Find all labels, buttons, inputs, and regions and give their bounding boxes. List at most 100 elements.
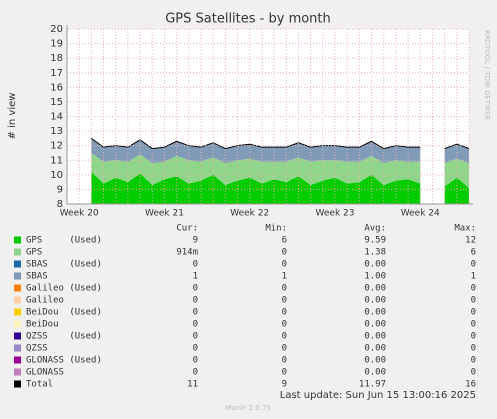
legend-stat: 1 — [471, 272, 476, 282]
legend-stat: 0 — [193, 356, 198, 366]
legend-stat: 0 — [282, 356, 287, 366]
legend-stat: 1 — [282, 272, 287, 282]
legend-stat: 0 — [193, 320, 198, 330]
y-tick-label: 8 — [57, 199, 63, 210]
legend-stat: 11.97 — [359, 380, 386, 390]
legend-swatch — [14, 332, 21, 340]
legend-swatch — [14, 320, 21, 328]
legend-stat: 0.00 — [364, 296, 386, 306]
legend-name: GLONASS — [26, 368, 64, 378]
legend-stat: 12 — [465, 236, 476, 246]
legend-stat: 1.38 — [364, 248, 386, 258]
total-line — [91, 137, 469, 150]
legend-stat: 0.00 — [364, 332, 386, 342]
y-tick-label: 12 — [50, 141, 63, 152]
legend-stat: 0.00 — [364, 356, 386, 366]
legend-name: QZSS (Used) — [26, 332, 102, 342]
legend-stat: 0 — [282, 368, 287, 378]
legend-swatch — [14, 380, 21, 388]
y-tick-label: 11 — [50, 155, 63, 166]
area — [444, 177, 469, 204]
y-tick-label: 19 — [50, 39, 63, 50]
legend-stat: 0 — [193, 284, 198, 294]
side-text: RRDTOOL / TOBI OETIKER — [483, 30, 491, 120]
legend-name: SBAS (Used) — [26, 260, 102, 270]
last-update: Last update: Sun Jun 15 13:00:16 2025 — [280, 390, 476, 401]
legend-stat: 0.00 — [364, 260, 386, 270]
legend-name: BeiDou (Used) — [26, 308, 102, 318]
y-axis-label: # in view — [7, 93, 18, 140]
legend-stat: 0.00 — [364, 368, 386, 378]
legend-stat: 1.00 — [364, 272, 386, 282]
legend-name: GLONASS (Used) — [26, 356, 102, 366]
x-tick-label: Week 20 — [60, 209, 99, 219]
legend-stat: 0 — [282, 344, 287, 354]
legend-swatch — [14, 368, 21, 376]
legend-swatch — [14, 308, 21, 316]
y-tick-label: 9 — [57, 184, 63, 195]
legend-stat: 0 — [471, 356, 476, 366]
legend-name: GPS (Used) — [26, 236, 102, 246]
legend-stat: 9 — [193, 236, 198, 246]
legend-stat: 0 — [193, 296, 198, 306]
legend-header: Avg: — [364, 224, 386, 234]
y-tick-label: 20 — [50, 24, 63, 35]
legend-swatch — [14, 296, 21, 304]
legend-stat: 0 — [282, 284, 287, 294]
legend-stat: 9 — [282, 380, 287, 390]
legend-name: SBAS — [26, 272, 48, 282]
legend-name: Galileo — [26, 296, 64, 306]
legend-swatch — [14, 356, 21, 364]
legend-name: QZSS — [26, 344, 48, 354]
x-tick-label: Week 24 — [401, 209, 440, 219]
x-tick-label: Week 22 — [230, 209, 269, 219]
legend-stat: 0 — [471, 260, 476, 270]
legend-stat: 11 — [187, 380, 198, 390]
legend-swatch — [14, 248, 21, 256]
legend-swatch — [14, 272, 21, 280]
area — [91, 171, 421, 204]
legend-header: Min: — [265, 224, 287, 234]
area — [444, 144, 469, 164]
legend-name: Galileo (Used) — [26, 284, 102, 294]
legend-stat: 0 — [282, 308, 287, 318]
area — [91, 138, 421, 164]
x-tick-label: Week 21 — [145, 209, 184, 219]
legend-stat: 0.00 — [364, 320, 386, 330]
legend-stat: 0 — [471, 368, 476, 378]
legend-stat: 0 — [282, 260, 287, 270]
legend-stat: 0 — [282, 332, 287, 342]
x-tick-label: Week 23 — [316, 209, 355, 219]
plot-layer — [91, 137, 469, 204]
legend-stat: 0.00 — [364, 284, 386, 294]
legend-stat: 0 — [193, 344, 198, 354]
legend-name: BeiDou — [26, 320, 59, 330]
legend-stat: 0 — [193, 332, 198, 342]
legend-swatch — [14, 284, 21, 292]
y-tick-label: 10 — [50, 170, 63, 181]
legend-name: Total — [26, 380, 53, 390]
legend-stat: 9.59 — [364, 236, 386, 246]
legend-stat: 6 — [471, 248, 476, 258]
y-tick-label: 18 — [50, 53, 63, 64]
legend-stat: 914m — [176, 248, 198, 258]
legend-swatch — [14, 260, 21, 268]
legend-swatch — [14, 344, 21, 352]
y-tick-label: 15 — [50, 97, 63, 108]
legend-swatch — [14, 236, 21, 244]
legend-stat: 0 — [282, 320, 287, 330]
legend-stat: 0.00 — [364, 308, 386, 318]
legend-stat: 0 — [193, 260, 198, 270]
legend-stat: 1 — [193, 272, 198, 282]
legend-stat: 0 — [471, 284, 476, 294]
legend-stat: 0.00 — [364, 344, 386, 354]
legend-stat: 0 — [471, 332, 476, 342]
y-tick-label: 16 — [50, 82, 63, 93]
area — [91, 152, 421, 186]
legend-stat: 6 — [282, 236, 287, 246]
legend-stat: 0 — [471, 320, 476, 330]
legend-stat: 0 — [282, 296, 287, 306]
credit: Munin 2.0.75 — [225, 404, 271, 412]
legend-stat: 0 — [193, 308, 198, 318]
